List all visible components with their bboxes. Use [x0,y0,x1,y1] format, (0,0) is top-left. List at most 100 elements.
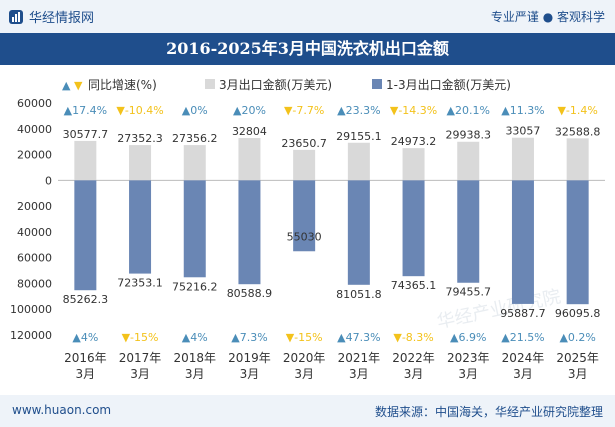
data-label-cumulative: 72353.1 [117,277,163,290]
bar-cumulative [74,180,97,291]
brand: 华经情报网 [8,7,94,26]
y-tick-label: 20000 [17,200,52,213]
bar-cumulative [183,180,206,278]
tagline: 专业严谨 ● 客观科学 [490,10,605,24]
x-tick-label-year: 2025年 [556,351,599,365]
growth-label-monthly: ▼-14.3% [390,104,437,117]
y-tick-label: 60000 [17,252,52,265]
x-tick-label-month: 3月 [240,367,260,381]
bar-monthly [293,149,316,181]
y-tick-label: 80000 [17,277,52,290]
x-tick-label-year: 2023年 [447,351,490,365]
legend-swatch-cumulative [372,79,382,89]
chart-title: 2016-2025年3月中国洗衣机出口金额 [0,33,615,65]
growth-label-cumulative: ▼-15% [122,331,159,344]
bar-monthly [238,138,261,181]
growth-label-monthly: ▲0% [182,104,208,117]
growth-label-monthly: ▼-7.7% [284,104,324,117]
growth-label-cumulative: ▲7.3% [231,331,267,344]
data-label-cumulative: 95887.7 [500,307,546,320]
x-tick-label-year: 2018年 [173,351,216,365]
data-label-monthly: 30577.7 [63,128,109,141]
x-tick-label-year: 2021年 [338,351,381,365]
y-tick-label: 60000 [17,97,52,110]
data-label-cumulative: 85262.3 [63,293,109,306]
growth-label-monthly: ▲23.3% [337,104,380,117]
bar-cumulative [293,180,316,252]
y-tick-label: 0 [45,174,52,187]
data-label-monthly: 29155.1 [336,130,382,143]
y-tick-label: 40000 [17,123,52,136]
x-tick-label-year: 2022年 [392,351,435,365]
bar-monthly [402,148,425,181]
bar-cumulative [402,180,425,277]
growth-label-cumulative: ▲4% [182,331,208,344]
brand-name: 华经情报网 [29,11,95,26]
legend-label-monthly: 3月出口金额(万美元) [219,77,332,92]
x-tick-label-month: 3月 [513,367,533,381]
data-label-monthly: 24973.2 [391,135,437,148]
x-tick-label-month: 3月 [404,367,424,381]
y-tick-label: 120000 [10,329,52,342]
brand-logo-icon [9,9,23,24]
top-bar: 华经情报网 专业严谨 ● 客观科学 [0,0,615,33]
growth-label-cumulative: ▼-15% [286,331,323,344]
x-tick-label-month: 3月 [349,367,369,381]
growth-label-monthly: ▲17.4% [64,104,107,117]
y-tick-label: 20000 [17,149,52,162]
growth-label-cumulative: ▲4% [72,331,98,344]
x-tick-label-year: 2016年 [64,351,107,365]
bar-cumulative [347,180,370,285]
growth-label-cumulative: ▲6.9% [450,331,486,344]
data-label-monthly: 29938.3 [446,129,492,142]
footer: www.huaon.com 数据来源：中国海关，华经产业研究院整理 [0,395,615,427]
legend-growth-up-icon: ▲ [62,79,71,92]
data-label-monthly: 23650.7 [281,137,327,150]
legend-label-cumulative: 1-3月出口金额(万美元) [386,77,511,92]
data-label-cumulative: 96095.8 [555,307,601,320]
x-tick-label-year: 2020年 [283,351,326,365]
chart: 华经产业研究院▲ ▼ 同比增速(%) 3月出口金额(万美元) 1-3月出口金额(万美元)… [10,77,605,381]
footer-source: 数据来源：中国海关，华经产业研究院整理 [374,405,603,419]
growth-label-monthly: ▲20% [233,104,266,117]
bar-monthly [566,138,589,181]
bar-monthly [183,145,206,181]
footer-url[interactable]: www.huaon.com [12,403,112,417]
bar-monthly [129,145,152,181]
x-tick-label-year: 2017年 [119,351,162,365]
x-tick-label-year: 2019年 [228,351,271,365]
x-tick-label-month: 3月 [130,367,150,381]
data-label-monthly: 27352.3 [117,132,163,145]
growth-label-monthly: ▲11.3% [501,104,544,117]
data-label-cumulative: 80588.9 [227,287,273,300]
bar-monthly [511,137,534,181]
x-tick-label-month: 3月 [185,367,205,381]
growth-label-cumulative: ▼-8.3% [393,331,433,344]
growth-label-cumulative: ▲21.5% [501,331,544,344]
data-label-cumulative: 81051.8 [336,288,382,301]
data-label-cumulative: 55030 [287,230,322,243]
x-tick-label-month: 3月 [458,367,478,381]
y-tick-label: 100000 [10,303,52,316]
growth-label-monthly: ▼-1.4% [557,104,597,117]
growth-label-cumulative: ▲0.2% [559,331,595,344]
x-tick-label-month: 3月 [76,367,96,381]
data-label-monthly: 33057 [505,125,540,138]
data-label-cumulative: 74365.1 [391,279,437,292]
data-label-cumulative: 79455.7 [446,286,492,299]
data-label-monthly: 32588.8 [555,125,601,138]
bar-monthly [457,141,480,181]
x-tick-label-month: 3月 [568,367,588,381]
growth-label-monthly: ▼-10.4% [116,104,163,117]
growth-label-cumulative: ▲47.3% [337,331,380,344]
bar-cumulative [457,180,480,283]
legend-growth-down-icon: ▼ [74,79,83,92]
data-label-monthly: 27356.2 [172,132,218,145]
data-label-monthly: 32804 [232,125,267,138]
data-label-cumulative: 75216.2 [172,280,218,293]
bar-monthly [74,140,97,181]
bar-cumulative [238,180,261,285]
x-tick-label-month: 3月 [294,367,314,381]
growth-label-monthly: ▲20.1% [447,104,490,117]
legend-swatch-monthly [205,79,215,89]
